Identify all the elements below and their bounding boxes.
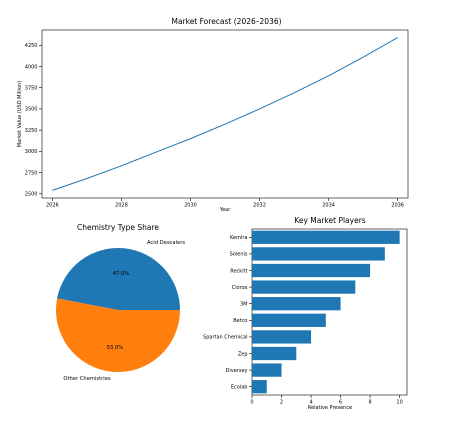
pie-slice-acid-descalers (57, 248, 180, 310)
x-tick-label: 6 (339, 400, 342, 406)
bar-label-clorox: Clorox (232, 285, 248, 291)
bar-chart-plot-area (251, 228, 408, 396)
bar-label-ecolab: Ecolab (231, 385, 248, 391)
bar-ecolab (252, 380, 267, 394)
line-chart: Market Forecast (2026–2036) 2026 2028 2030… (17, 17, 409, 213)
bar-label-solenis: Solenis (230, 252, 248, 258)
y-tick-label: 3250 (25, 128, 38, 134)
x-tick-label: 2028 (115, 203, 128, 209)
line-chart-title: Market Forecast (2026–2036) (171, 17, 281, 26)
pie-chart-slices (56, 248, 180, 373)
pie-chart-title: Chemistry Type Share (77, 223, 159, 232)
y-tick-label: 2500 (25, 192, 38, 198)
x-tick-label: 8 (369, 400, 372, 406)
bar-betco (252, 313, 326, 327)
bar-clorox (252, 280, 356, 294)
y-tick-label: 4000 (25, 64, 38, 70)
pie-slice-other-chemistries (56, 298, 180, 373)
pie-pct-acid-descalers: 47.0% (113, 271, 130, 277)
x-tick-label: 2030 (184, 203, 197, 209)
bar-chart: Key Market Players Kemira Solenis Reckitt C… (203, 216, 408, 411)
bar-label-3m: 3M (240, 302, 248, 308)
x-tick-label: 10 (396, 400, 402, 406)
bar-chart-x-axis-label: Relative Presence (308, 405, 352, 411)
x-tick-label: 2032 (253, 203, 266, 209)
bar-chart-y-axis: Kemira Solenis Reckitt Clorox 3M Betco Spartan… (203, 235, 252, 391)
pie-chart: Chemistry Type Share Acid Descalers Othe… (56, 223, 185, 382)
bar-diversey (252, 363, 282, 377)
y-tick-label: 2750 (25, 170, 38, 176)
bar-spartan-chemical (252, 330, 312, 344)
bar-kemira (252, 230, 400, 244)
line-chart-plot-area (41, 29, 409, 199)
line-chart-y-axis: 2500 2750 3000 3250 3500 3750 4000 4250 (25, 43, 42, 198)
bar-label-kemira: Kemira (230, 235, 248, 241)
bar-label-reckitt: Reckitt (230, 268, 247, 274)
x-tick-label: 2026 (46, 203, 59, 209)
bar-chart-bars (252, 230, 400, 394)
y-tick-label: 3000 (25, 149, 38, 155)
pie-pct-other-chemistries: 53.0% (107, 345, 124, 351)
bar-label-spartan-chemical: Spartan Chemical (203, 335, 247, 341)
x-tick-label: 4 (309, 400, 312, 406)
pie-label-acid-descalers: Acid Descalers (147, 240, 185, 246)
bar-zep (252, 346, 297, 361)
bar-reckitt (252, 263, 371, 278)
x-tick-label: 2034 (322, 203, 335, 209)
line-chart-y-axis-label: Market Value (USD Million) (17, 81, 23, 147)
line-chart-x-axis: 2026 2028 2030 2032 2034 2036 (46, 198, 404, 209)
x-tick-label: 0 (250, 400, 253, 406)
y-tick-label: 4250 (25, 43, 38, 49)
bar-label-diversey: Diversey (226, 368, 248, 374)
pie-label-other-chemistries: Other Chemistries (63, 376, 110, 382)
x-tick-label: 2036 (391, 203, 404, 209)
bar-label-betco: Betco (233, 318, 247, 324)
bar-solenis (252, 247, 385, 261)
y-tick-label: 3750 (25, 85, 38, 91)
bar-label-zep: Zep (238, 351, 248, 357)
y-tick-label: 3500 (25, 107, 38, 113)
bar-chart-x-axis: 0 2 4 6 8 10 (250, 395, 403, 406)
line-chart-x-axis-label: Year (219, 207, 232, 213)
bar-3m (252, 297, 341, 311)
line-chart-series-line (52, 37, 398, 191)
x-tick-label: 2 (280, 400, 283, 406)
bar-chart-title: Key Market Players (294, 216, 365, 225)
